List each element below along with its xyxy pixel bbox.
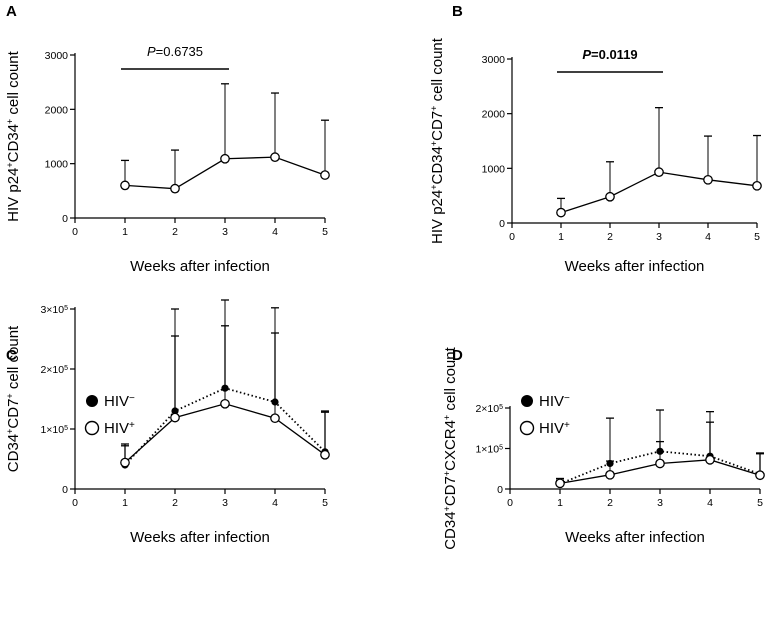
x-tick-label: 1 [558,231,564,243]
panel-c: C 0 1 2 3 4 5 0 1×105 2×105 3×105 CD34+CD7+ cell co… [5,299,330,546]
y-tick-exponent: 5 [499,444,503,451]
legend-marker-filled [86,395,98,407]
panel-a: A 0 1 2 3 4 5 0 1000 2000 3000 HIV p24+CD34+ cell c… [5,3,330,275]
x-tick-label: 0 [509,231,515,243]
y-tick-label: 0 [499,218,505,230]
data-point-hiv-pos [605,469,615,480]
x-tick-label: 1 [122,497,128,509]
data-point-hiv-pos [120,180,130,191]
x-tick-label: 3 [657,497,663,509]
panel-d: D 0 1 2 3 4 5 0 1×105 2×105 CD34+CD7+CXCR4+ cell c… [442,346,765,550]
x-tick-label: 5 [757,497,763,509]
x-tick-label: 4 [272,497,278,509]
x-tick-label: 2 [607,497,613,509]
data-point-hiv-pos [655,458,665,469]
y-axis-label: CD34+CD7+ cell count [5,325,22,472]
data-point-hiv-pos [220,398,230,409]
data-point-hiv-pos [705,454,715,465]
data-point-hiv-pos [752,180,762,191]
data-point-hiv-neg [656,447,664,455]
y-tick-label: 2×105 [475,403,503,415]
x-tick-label: 3 [656,231,662,243]
series-line-hiv-pos [560,171,758,214]
panel-letter: D [452,347,463,364]
data-point-hiv-pos [170,183,180,194]
legend-label: HIV− [539,393,570,411]
y-tick-label: 0 [62,213,68,225]
panel-letter: A [6,3,17,20]
pvalue-label: P=0.6735 [147,44,203,59]
y-tick-label: 3000 [45,50,69,62]
data-point-hiv-pos [270,413,280,424]
x-tick-label: 2 [607,231,613,243]
y-tick-label: 1×105 [40,424,68,436]
pvalue-label: P=0.0119 [582,47,637,62]
y-axis-label: HIV p24+CD34+ cell count [5,50,22,221]
legend-marker-open [84,420,100,436]
legend-marker-filled [521,395,533,407]
panel-letter: C [6,347,17,364]
x-tick-label: 0 [507,497,513,509]
x-axis-label: Weeks after infection [130,529,270,546]
data-point-hiv-pos [755,470,765,481]
y-tick-label: 1×105 [475,444,503,456]
y-tick-label: 2000 [482,109,506,121]
x-tick-label: 1 [557,497,563,509]
x-tick-label: 5 [322,497,328,509]
x-tick-label: 0 [72,497,78,509]
data-point-hiv-pos [703,174,713,185]
x-tick-label: 5 [754,231,760,243]
x-axis-label: Weeks after infection [565,258,705,275]
x-axis-label: Weeks after infection [565,529,705,546]
legend-label: HIV− [104,393,135,411]
data-point-hiv-neg [271,398,279,406]
y-axis-label: CD34+CD7+CXCR4+ cell count [442,346,459,549]
data-point-hiv-pos [555,478,565,489]
data-point-hiv-neg [606,459,614,468]
x-tick-label: 4 [705,231,711,243]
y-tick-label: 2×105 [40,364,68,376]
y-tick-exponent: 5 [499,404,503,411]
x-tick-label: 4 [272,226,278,238]
x-tick-label: 4 [707,497,713,509]
x-tick-label: 5 [322,226,328,238]
y-axis-label: HIV p24+CD34+CD7+ cell count [429,37,446,244]
x-tick-label: 3 [222,497,228,509]
data-point-hiv-neg [171,407,179,415]
y-tick-label: 3000 [482,54,506,66]
legend-label: HIV+ [539,420,570,438]
data-point-hiv-pos [170,412,180,423]
x-tick-label: 2 [172,226,178,238]
y-tick-label: 3×105 [40,304,68,316]
panel-b: B 0 1 2 3 4 5 0 1000 2000 3000 HIV p24+CD34+CD7+ ce… [429,3,762,275]
y-tick-label: 0 [62,484,68,496]
data-point-hiv-pos [556,207,566,218]
y-tick-label: 1000 [482,163,506,175]
x-tick-label: 2 [172,497,178,509]
data-point-hiv-pos [605,191,615,202]
y-tick-label: 1000 [45,159,69,171]
data-point-hiv-pos [320,449,330,460]
data-point-hiv-pos [320,170,330,180]
data-point-hiv-pos [120,457,130,468]
x-tick-label: 0 [72,226,78,238]
data-point-hiv-neg [221,384,229,392]
panel-letter: B [452,3,463,20]
legend-marker-open [519,420,535,436]
data-point-hiv-pos [270,152,280,162]
data-point-hiv-pos [654,167,664,178]
x-tick-label: 3 [222,226,228,238]
x-tick-label: 1 [122,226,128,238]
x-axis-label: Weeks after infection [130,258,270,275]
y-tick-label: 0 [497,484,503,496]
y-tick-exponent: 5 [64,425,68,432]
y-tick-exponent: 5 [64,305,68,312]
legend-label: HIV+ [104,420,135,438]
y-tick-label: 2000 [45,104,69,116]
series-line-hiv-pos [124,403,326,464]
data-point-hiv-pos [220,153,230,164]
y-tick-exponent: 5 [64,365,68,372]
